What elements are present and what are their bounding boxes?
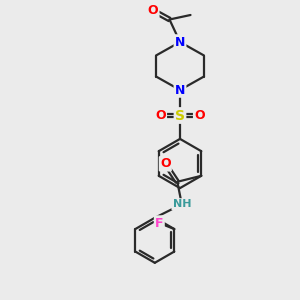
Text: O: O xyxy=(148,4,158,17)
Text: NH: NH xyxy=(172,199,191,209)
Text: O: O xyxy=(194,109,205,122)
Text: F: F xyxy=(155,217,164,230)
Text: S: S xyxy=(175,109,185,122)
Text: N: N xyxy=(175,83,185,97)
Text: O: O xyxy=(155,109,166,122)
Text: O: O xyxy=(160,157,171,170)
Text: N: N xyxy=(175,35,185,49)
